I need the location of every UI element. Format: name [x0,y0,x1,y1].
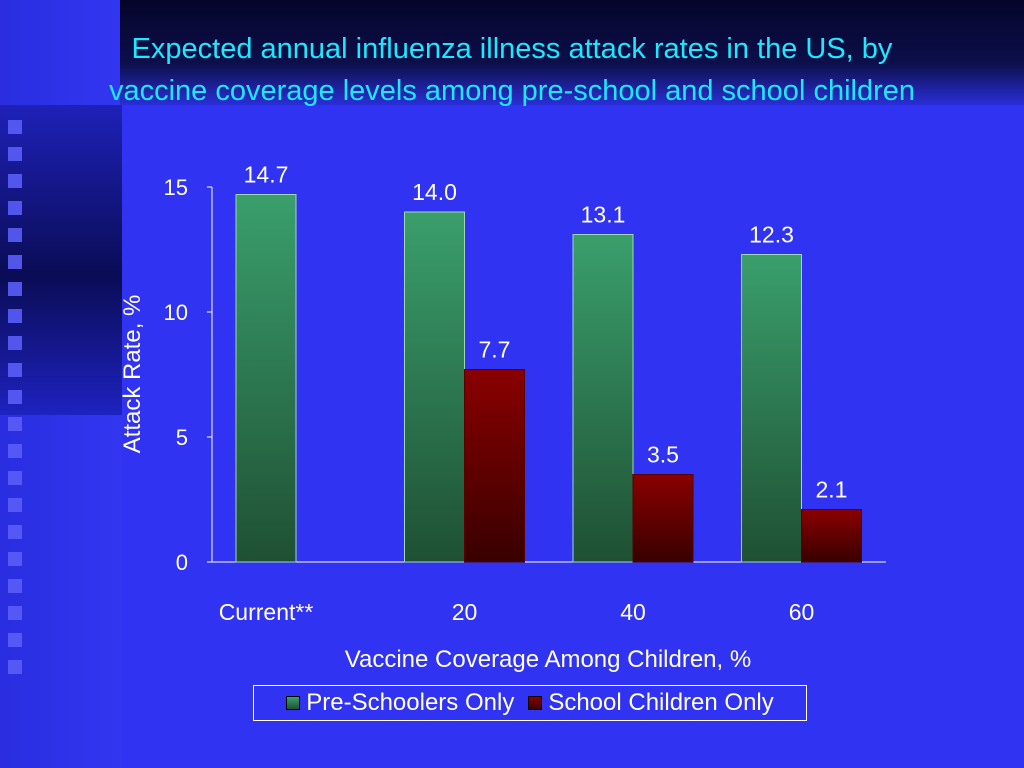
y-tick-label: 5 [176,425,188,450]
x-tick-label: 60 [789,599,815,625]
slide-title: Expected annual influenza illness attack… [30,28,994,112]
title-band [120,0,1024,105]
legend-label-preschoolers: Pre-Schoolers Only [306,689,515,716]
x-tick-label: 20 [452,599,478,625]
data-label: 13.1 [581,202,626,228]
left-decoration [0,0,122,768]
title-line-2: vaccine coverage levels among pre-school… [108,75,915,107]
data-label: 7.7 [479,337,511,363]
bar-preschoolers [741,254,802,563]
chart-legend: Pre-Schoolers Only School Children Only [253,685,807,721]
decorative-squares [8,120,26,680]
bar-school-children [464,369,525,563]
x-tick-label: Current** [219,599,314,625]
data-label: 12.3 [749,222,794,248]
data-label: 3.5 [647,442,679,468]
bar-preschoolers [572,234,634,563]
y-tick-label: 0 [176,550,188,575]
bar-preschoolers [235,194,297,563]
y-axis-label: Attack Rate, % [119,295,146,454]
y-tick-label: 15 [164,175,188,200]
legend-item-preschoolers: Pre-Schoolers Only [286,689,514,717]
legend-label-school-children: School Children Only [548,689,774,716]
x-axis-label: Vaccine Coverage Among Children, % [345,646,751,673]
legend-item-school-children: School Children Only [528,689,774,717]
y-tick-label: 10 [164,300,188,325]
x-tick-label: 40 [620,599,646,625]
bar-preschoolers [404,211,465,563]
bar-school-children [632,474,694,563]
legend-swatch-red [528,696,543,710]
title-line-1: Expected annual influenza illness attack… [131,33,893,65]
data-label: 14.7 [244,162,289,188]
legend-swatch-green [286,696,301,710]
data-label: 14.0 [412,179,457,205]
data-label: 2.1 [816,477,848,503]
bar-school-children [801,509,862,563]
